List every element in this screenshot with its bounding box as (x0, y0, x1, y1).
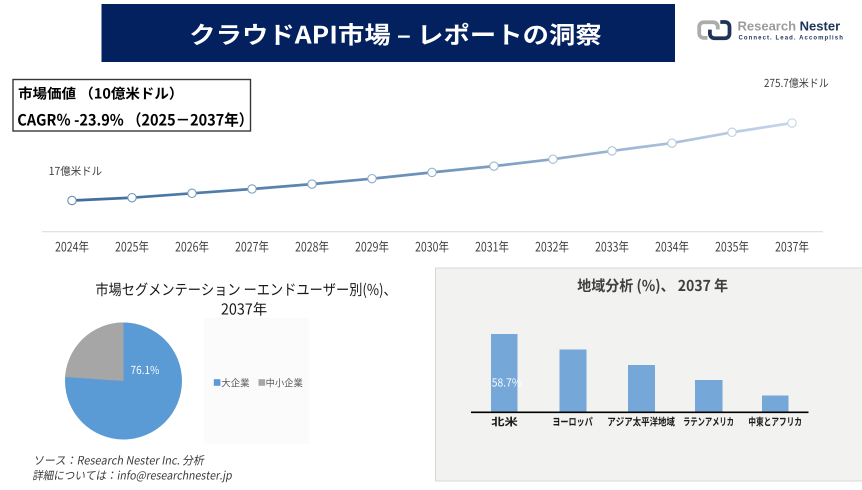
svg-text:Connect. Lead. Accomplish: Connect. Lead. Accomplish (739, 36, 844, 42)
svg-text:Research Nester: Research Nester (738, 19, 841, 34)
